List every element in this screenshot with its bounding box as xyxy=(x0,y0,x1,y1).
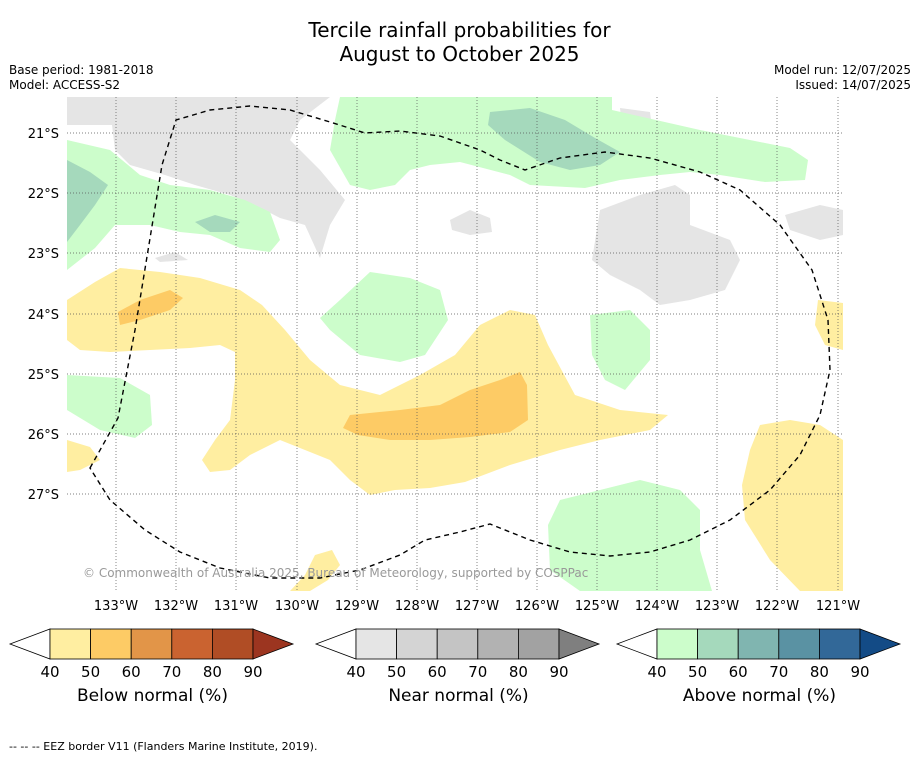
above-normal-colorbar-segment xyxy=(697,628,739,660)
map-title: Tercile rainfall probabilities for Augus… xyxy=(0,18,919,66)
near-normal-colorbar-tick: 60 xyxy=(428,663,447,681)
above-normal-colorbar-segment xyxy=(819,628,861,660)
longitude-labels: 133°W 132°W 131°W 130°W 129°W 128°W 127°… xyxy=(94,599,860,614)
title-line-1: Tercile rainfall probabilities for xyxy=(308,18,611,42)
near-normal-region-sw xyxy=(155,252,188,262)
lon-label: 122°W xyxy=(755,599,799,614)
lon-label: 131°W xyxy=(214,599,258,614)
below-normal-colorbar-segment xyxy=(211,628,254,660)
near-normal-colorbar-tick: 80 xyxy=(509,663,528,681)
lat-label: 22°S xyxy=(28,187,59,202)
model-name: Model: ACCESS-S2 xyxy=(9,78,121,92)
above-normal-region-center-east xyxy=(590,310,650,390)
lon-label: 123°W xyxy=(695,599,739,614)
above-normal-colorbar-tick: 80 xyxy=(810,663,829,681)
lon-label: 130°W xyxy=(275,599,319,614)
lon-label: 125°W xyxy=(575,599,619,614)
above-normal-colorbar-segment xyxy=(778,628,820,660)
near-normal-region-north xyxy=(67,97,345,258)
below-normal-colorbar-segment xyxy=(171,628,213,660)
lat-label: 21°S xyxy=(28,127,59,142)
lon-label: 126°W xyxy=(515,599,559,614)
below-normal-colorbar-segment xyxy=(49,628,91,660)
above-normal-60-region-small xyxy=(195,215,240,232)
near-normal-colorbar-segment xyxy=(355,628,397,660)
below-normal-label: Below normal (%) xyxy=(77,686,228,706)
below-normal-colorbar-tick: 80 xyxy=(203,663,222,681)
lon-label: 124°W xyxy=(635,599,679,614)
above-normal-colorbar-extend-low xyxy=(615,628,658,660)
below-normal-region-west xyxy=(67,440,100,472)
base-period: Base period: 1981-2018 xyxy=(9,63,154,77)
above-normal-label: Above normal (%) xyxy=(682,686,837,706)
below-normal-colorbar-extend-low xyxy=(8,628,51,660)
near-normal-colorbar-segment xyxy=(436,628,479,660)
near-normal-region-far-east xyxy=(785,205,843,240)
near-normal-colorbar-segment xyxy=(477,628,519,660)
title-line-2: August to October 2025 xyxy=(339,42,580,66)
near-normal-region-east xyxy=(592,185,740,305)
lon-label: 129°W xyxy=(335,599,379,614)
above-normal-colorbar-extend-high xyxy=(859,628,902,660)
model-run-date: Model run: 12/07/2025 xyxy=(773,63,911,77)
copyright-notice: © Commonwealth of Australia 2025, Bureau… xyxy=(83,566,588,580)
above-normal-colorbar-tick: 60 xyxy=(729,663,748,681)
lon-label: 121°W xyxy=(816,599,860,614)
near-normal-colorbar-extend-low xyxy=(314,628,357,660)
near-normal-colorbar-tick: 50 xyxy=(387,663,406,681)
latitude-labels: 21°S 22°S 23°S 24°S 25°S 26°S 27°S xyxy=(28,127,59,503)
near-normal-label: Near normal (%) xyxy=(388,686,529,706)
below-normal-region-main xyxy=(67,268,668,495)
above-normal-colorbar-segment xyxy=(737,628,780,660)
gridlines xyxy=(67,97,843,591)
lat-label: 26°S xyxy=(28,428,59,443)
below-normal-colorbar-segment xyxy=(130,628,173,660)
below-normal-60-region-west xyxy=(118,290,183,325)
base-period-info: Base period: 1981-2018 Model: ACCESS-S2 xyxy=(9,63,154,93)
near-normal-colorbar-tick: 70 xyxy=(468,663,487,681)
near-normal-colorbar-extend-high xyxy=(558,628,601,660)
below-normal-colorbar-tick: 70 xyxy=(162,663,181,681)
above-normal-colorbar-tick: 70 xyxy=(769,663,788,681)
below-normal-colorbar-segment xyxy=(90,628,132,660)
below-normal-region-south xyxy=(290,550,340,591)
lon-label: 128°W xyxy=(395,599,439,614)
above-normal-region-center xyxy=(320,272,448,362)
near-normal-region-small xyxy=(450,210,492,235)
below-normal-colorbar-tick: 40 xyxy=(40,663,59,681)
issued-date: Issued: 14/07/2025 xyxy=(795,78,911,92)
above-normal-colorbar-segment xyxy=(656,628,698,660)
below-normal-region-east xyxy=(742,420,843,591)
eez-border-legend: -- -- -- EEZ border V11 (Flanders Marine… xyxy=(9,740,318,753)
above-normal-60-region-west xyxy=(67,160,108,242)
lon-label: 132°W xyxy=(154,599,198,614)
lon-label: 127°W xyxy=(455,599,499,614)
below-normal-colorbar-tick: 90 xyxy=(243,663,262,681)
above-normal-region-west xyxy=(67,375,152,438)
lon-label: 133°W xyxy=(94,599,138,614)
colorbars: 40 50 60 70 80 90 40 50 60 70 80 90 40 50 60 70 80 90 xyxy=(8,628,902,681)
near-normal-colorbar-tick: 90 xyxy=(549,663,568,681)
above-normal-region-south xyxy=(548,480,712,591)
near-normal-colorbar-segment xyxy=(518,628,560,660)
lat-label: 27°S xyxy=(28,488,59,503)
near-normal-colorbar-segment xyxy=(396,628,438,660)
below-normal-colorbar-extend-high xyxy=(252,628,295,660)
lat-label: 24°S xyxy=(28,308,59,323)
above-normal-colorbar-tick: 50 xyxy=(688,663,707,681)
below-normal-60-region-center xyxy=(343,372,528,440)
above-normal-colorbar-tick: 40 xyxy=(647,663,666,681)
eez-border xyxy=(89,105,831,579)
below-normal-colorbar-tick: 60 xyxy=(122,663,141,681)
near-normal-colorbar-tick: 40 xyxy=(346,663,365,681)
above-normal-colorbar-tick: 90 xyxy=(850,663,869,681)
lat-label: 23°S xyxy=(28,247,59,262)
below-normal-colorbar-tick: 50 xyxy=(81,663,100,681)
model-run-info: Model run: 12/07/2025 Issued: 14/07/2025 xyxy=(774,63,911,93)
above-normal-region-northwest xyxy=(67,140,280,270)
below-normal-region-far-east xyxy=(815,300,843,350)
probability-field xyxy=(67,97,843,591)
lat-label: 25°S xyxy=(28,368,59,383)
